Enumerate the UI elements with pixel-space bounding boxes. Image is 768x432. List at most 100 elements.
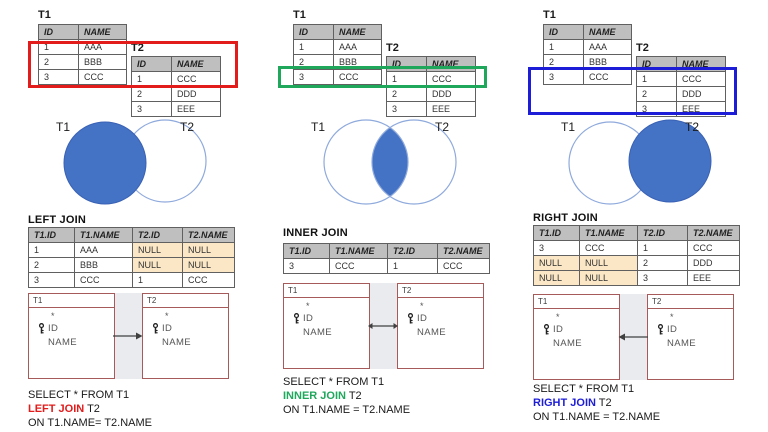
field-id-label: ID [553, 324, 564, 335]
designer-table-t2: T2 * ID NAME [647, 294, 734, 380]
table-cell: 2 [28, 257, 75, 273]
t2-table-title: T2 [131, 42, 144, 54]
table-cell: CCC [182, 272, 235, 288]
table-row: 2 BBB NULL NULL [28, 257, 235, 273]
column-header: NAME [333, 24, 382, 40]
primary-key-icon [407, 313, 414, 324]
query-designer: T1 * ID NAME T2 * ID NAME [28, 293, 229, 379]
table-cell: CCC [329, 258, 388, 274]
table-cell: 3 [543, 69, 584, 85]
column-header: NAME [171, 56, 221, 72]
all-columns-star: * [306, 301, 310, 311]
venn-t1-label: T1 [311, 120, 326, 134]
table-cell: AAA [333, 39, 382, 55]
table-cell: NULL [579, 255, 638, 271]
table-cell: 1 [543, 39, 584, 55]
table-header-row: ID NAME [543, 24, 632, 40]
all-columns-star: * [556, 312, 560, 322]
query-designer: T1 * ID NAME T2 * ID NAME [533, 294, 734, 380]
column-header: T2.ID [637, 225, 688, 241]
t1-table-title: T1 [543, 9, 556, 21]
table-header-row: T1.ID T1.NAME T2.ID T2.NAME [533, 225, 740, 241]
table-cell: NULL [579, 270, 638, 286]
designer-t1-title: T1 [284, 284, 369, 298]
table-cell: EEE [687, 270, 740, 286]
column-header: ID [131, 56, 172, 72]
table-cell: EEE [171, 101, 221, 117]
join-type-heading: LEFT JOIN [28, 214, 87, 226]
t1-source-table: ID NAME 1 AAA 2 BBB 3 CCC [38, 24, 127, 85]
column-header: T1.ID [533, 225, 580, 241]
column-header: T2.NAME [687, 225, 740, 241]
t2-table-title: T2 [386, 42, 399, 54]
venn-diagram-inner-join [323, 119, 457, 205]
table-cell: CCC [74, 272, 133, 288]
table-cell: CCC [579, 240, 638, 256]
field-id-label: ID [162, 323, 173, 334]
table-row: 3 CCC [293, 69, 382, 85]
table-cell: CCC [437, 258, 490, 274]
table-row: NULL NULL 2 DDD [533, 255, 740, 271]
field-row-name: NAME [48, 337, 114, 348]
column-header: T2.ID [132, 227, 183, 243]
field-row-id: ID [152, 323, 228, 334]
table-cell: CCC [687, 240, 740, 256]
designer-t1-title: T1 [534, 295, 619, 309]
table-cell: NULL [132, 242, 183, 258]
table-row: 2 BBB [38, 54, 127, 70]
table-row: 2 DDD [636, 86, 726, 102]
field-row-id: ID [293, 313, 369, 324]
table-cell: CCC [583, 69, 632, 85]
venn-diagram-left-join [63, 119, 207, 205]
designer-t1-title: T1 [29, 294, 114, 308]
column-header: T2.NAME [437, 243, 490, 259]
primary-key-icon [543, 324, 550, 335]
venn-t1-label: T1 [561, 120, 576, 134]
t1-table-title: T1 [293, 9, 306, 21]
sql-line-join: INNER JOIN T2 [283, 389, 410, 403]
field-row-name: NAME [162, 337, 228, 348]
sql-join-table: T2 [595, 397, 612, 409]
table-cell: 2 [131, 86, 172, 102]
table-cell: BBB [74, 257, 133, 273]
sql-line-join: LEFT JOIN T2 [28, 402, 152, 416]
column-header: T2.ID [387, 243, 438, 259]
sql-query: SELECT * FROM T1 RIGHT JOIN T2 ON T1.NAM… [533, 382, 660, 424]
table-cell: 3 [637, 270, 688, 286]
sql-line-on: ON T1.NAME = T2.NAME [533, 411, 661, 423]
table-cell: 1 [637, 240, 688, 256]
table-cell: 2 [637, 255, 688, 271]
table-cell: CCC [333, 69, 382, 85]
right-join-panel: T1 ID NAME 1 AAA 2 BBB 3 CCC T2 ID NAME 1 CCC 2 DDD 3… [525, 8, 765, 432]
table-cell: AAA [74, 242, 133, 258]
field-row-id: ID [407, 313, 483, 324]
field-row-id: ID [657, 324, 733, 335]
table-cell: 1 [293, 39, 334, 55]
all-columns-star: * [420, 301, 424, 311]
table-row: 3 CCC 1 CCC [283, 258, 490, 274]
table-row: 3 CCC [543, 69, 632, 85]
join-arrow-left-icon [618, 333, 648, 341]
table-row: 1 CCC [131, 71, 221, 87]
field-row-name: NAME [667, 338, 733, 349]
column-header: T1.NAME [579, 225, 638, 241]
venn-t2-label: T2 [435, 120, 450, 134]
field-name-label: NAME [48, 337, 78, 348]
join-type-heading: RIGHT JOIN [533, 212, 598, 224]
t2-table-title: T2 [636, 42, 649, 54]
table-row: 3 CCC 1 CCC [533, 240, 740, 256]
table-cell: 3 [283, 258, 330, 274]
table-header-row: ID NAME [131, 56, 221, 72]
all-columns-star: * [51, 311, 55, 321]
table-cell: 1 [387, 258, 438, 274]
designer-table-t1: T1 * ID NAME [533, 294, 620, 380]
sql-line-select: SELECT * FROM T1 [283, 376, 385, 388]
designer-t2-title: T2 [398, 284, 483, 298]
table-row: 3 CCC 1 CCC [28, 272, 235, 288]
venn-t2-label: T2 [180, 120, 195, 134]
left-join-panel: T1 ID NAME 1 AAA 2 BBB 3 CCC T2 ID NAME 1 CCC 2 DDD 3… [20, 8, 260, 432]
table-cell: NULL [533, 270, 580, 286]
field-id-label: ID [417, 313, 428, 324]
sql-query: SELECT * FROM T1 INNER JOIN T2 ON T1.NAM… [283, 375, 410, 417]
